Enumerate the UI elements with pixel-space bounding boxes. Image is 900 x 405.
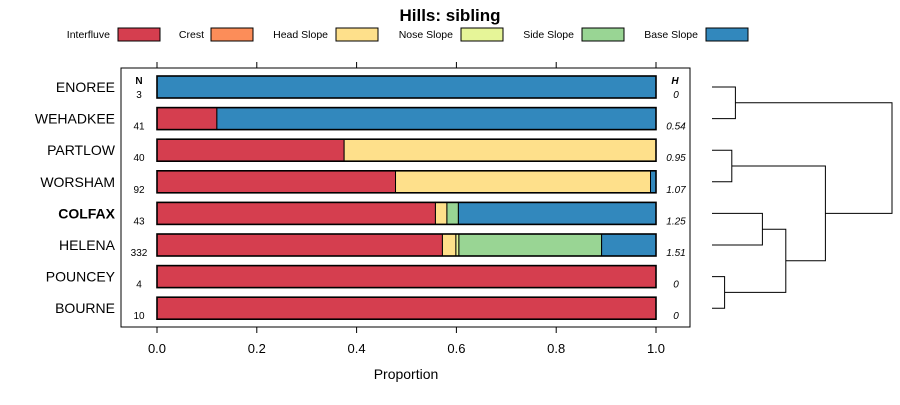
bar-segment-interfluve: [156, 107, 218, 131]
bar-row: COLFAX 43 1.25: [58, 201, 686, 227]
n-value: 43: [133, 216, 145, 227]
dendrogram-branch: [712, 149, 733, 183]
bar-row: BOURNE 10 0: [55, 296, 679, 322]
legend: Interfluve Crest Head Slope Nose Slope Side …: [67, 27, 749, 42]
bar-row: ENOREE 3 0: [56, 75, 679, 101]
legend-label: Side Slope: [523, 29, 574, 41]
n-value: 10: [133, 311, 145, 322]
h-value: 1.07: [666, 185, 686, 196]
dendrogram-branch: [712, 212, 763, 246]
bar-segment-base-slope: [650, 170, 657, 194]
legend-swatch: [117, 27, 161, 42]
bar-segment-interfluve: [156, 170, 397, 194]
bar-segment-base-slope: [156, 75, 657, 99]
bar-segment-head-slope: [434, 201, 448, 225]
legend-label: Crest: [179, 29, 204, 41]
dendrogram-branch: [724, 228, 787, 293]
legend-swatch: [460, 27, 504, 42]
bar-segment-base-slope: [457, 201, 657, 225]
n-value: 4: [136, 280, 142, 291]
n-value: 3: [136, 90, 142, 101]
category-label: HELENA: [59, 237, 116, 253]
h-value: 0.95: [666, 153, 686, 164]
bar-segment-interfluve: [156, 201, 436, 225]
bar-segment-base-slope: [601, 233, 657, 257]
bar-row: WORSHAM 92 1.07: [40, 170, 686, 196]
bar-segment-head-slope: [441, 233, 457, 257]
h-value: 0: [673, 280, 679, 291]
bar-row: POUNCEY 4 0: [46, 264, 679, 291]
bar-segment-interfluve: [156, 138, 345, 162]
bar-outline: [156, 75, 657, 99]
bar-row: WEHADKEE 41 0.54: [35, 106, 686, 133]
category-label: BOURNE: [55, 300, 115, 316]
plot-frame: [120, 67, 691, 328]
category-label: COLFAX: [58, 205, 115, 221]
bar-segment-side-slope: [446, 201, 459, 225]
x-tick-label: 1.0: [647, 341, 665, 356]
bar-row: PARTLOW 40 0.95: [47, 138, 686, 164]
legend-swatch: [705, 27, 749, 42]
dendrogram-branch: [712, 276, 726, 309]
bar-outline: [156, 138, 657, 162]
legend-swatch: [335, 27, 379, 42]
category-label: PARTLOW: [47, 142, 116, 158]
dendrogram: [712, 86, 893, 309]
legend-swatch: [210, 27, 254, 42]
dendrogram-branch: [735, 102, 893, 214]
h-value: 1.25: [666, 216, 686, 227]
bar-outline: [156, 170, 657, 194]
bar-segment-head-slope: [395, 170, 652, 194]
h-value: 0: [673, 90, 679, 101]
bar-outline: [156, 106, 657, 131]
bar-segment-head-slope: [343, 138, 657, 162]
legend-label: Nose Slope: [399, 29, 453, 41]
x-tick-label: 0.8: [547, 341, 565, 356]
bar-segment-interfluve: [156, 296, 657, 320]
n-value: 41: [133, 122, 145, 133]
category-label: ENOREE: [56, 79, 115, 95]
legend-label: Interfluve: [67, 29, 110, 41]
h-value: 0.54: [666, 122, 686, 133]
category-label: WORSHAM: [40, 174, 115, 190]
bar-outline: [156, 296, 657, 321]
bar-outline: [156, 201, 657, 226]
n-header: N: [135, 76, 142, 87]
n-value: 92: [133, 185, 145, 196]
bar-outline: [156, 264, 657, 289]
category-label: POUNCEY: [46, 269, 116, 285]
n-value: 40: [133, 153, 145, 164]
chart-title: Hills: sibling: [399, 6, 500, 25]
legend-label: Base Slope: [644, 29, 698, 41]
bar-segment-side-slope: [458, 233, 603, 257]
h-value: 0: [673, 311, 679, 322]
x-tick-label: 0.0: [148, 341, 166, 356]
bar-outline: [156, 233, 657, 257]
h-header: H: [671, 76, 679, 87]
legend-swatch: [581, 27, 625, 42]
bar-row: HELENA 332 1.51: [59, 233, 686, 259]
x-tick-label: 0.4: [348, 341, 366, 356]
category-label: WEHADKEE: [35, 111, 115, 127]
x-tick-label: 0.6: [447, 341, 465, 356]
bar-segment-interfluve: [156, 233, 443, 257]
h-value: 1.51: [666, 248, 685, 259]
legend-label: Head Slope: [273, 29, 328, 41]
n-value: 332: [131, 248, 148, 259]
bar-segment-interfluve: [156, 265, 657, 289]
dendrogram-branch: [712, 86, 736, 120]
x-axis-label: Proportion: [374, 366, 439, 382]
x-tick-label: 0.2: [248, 341, 266, 356]
bar-segment-base-slope: [216, 107, 657, 131]
